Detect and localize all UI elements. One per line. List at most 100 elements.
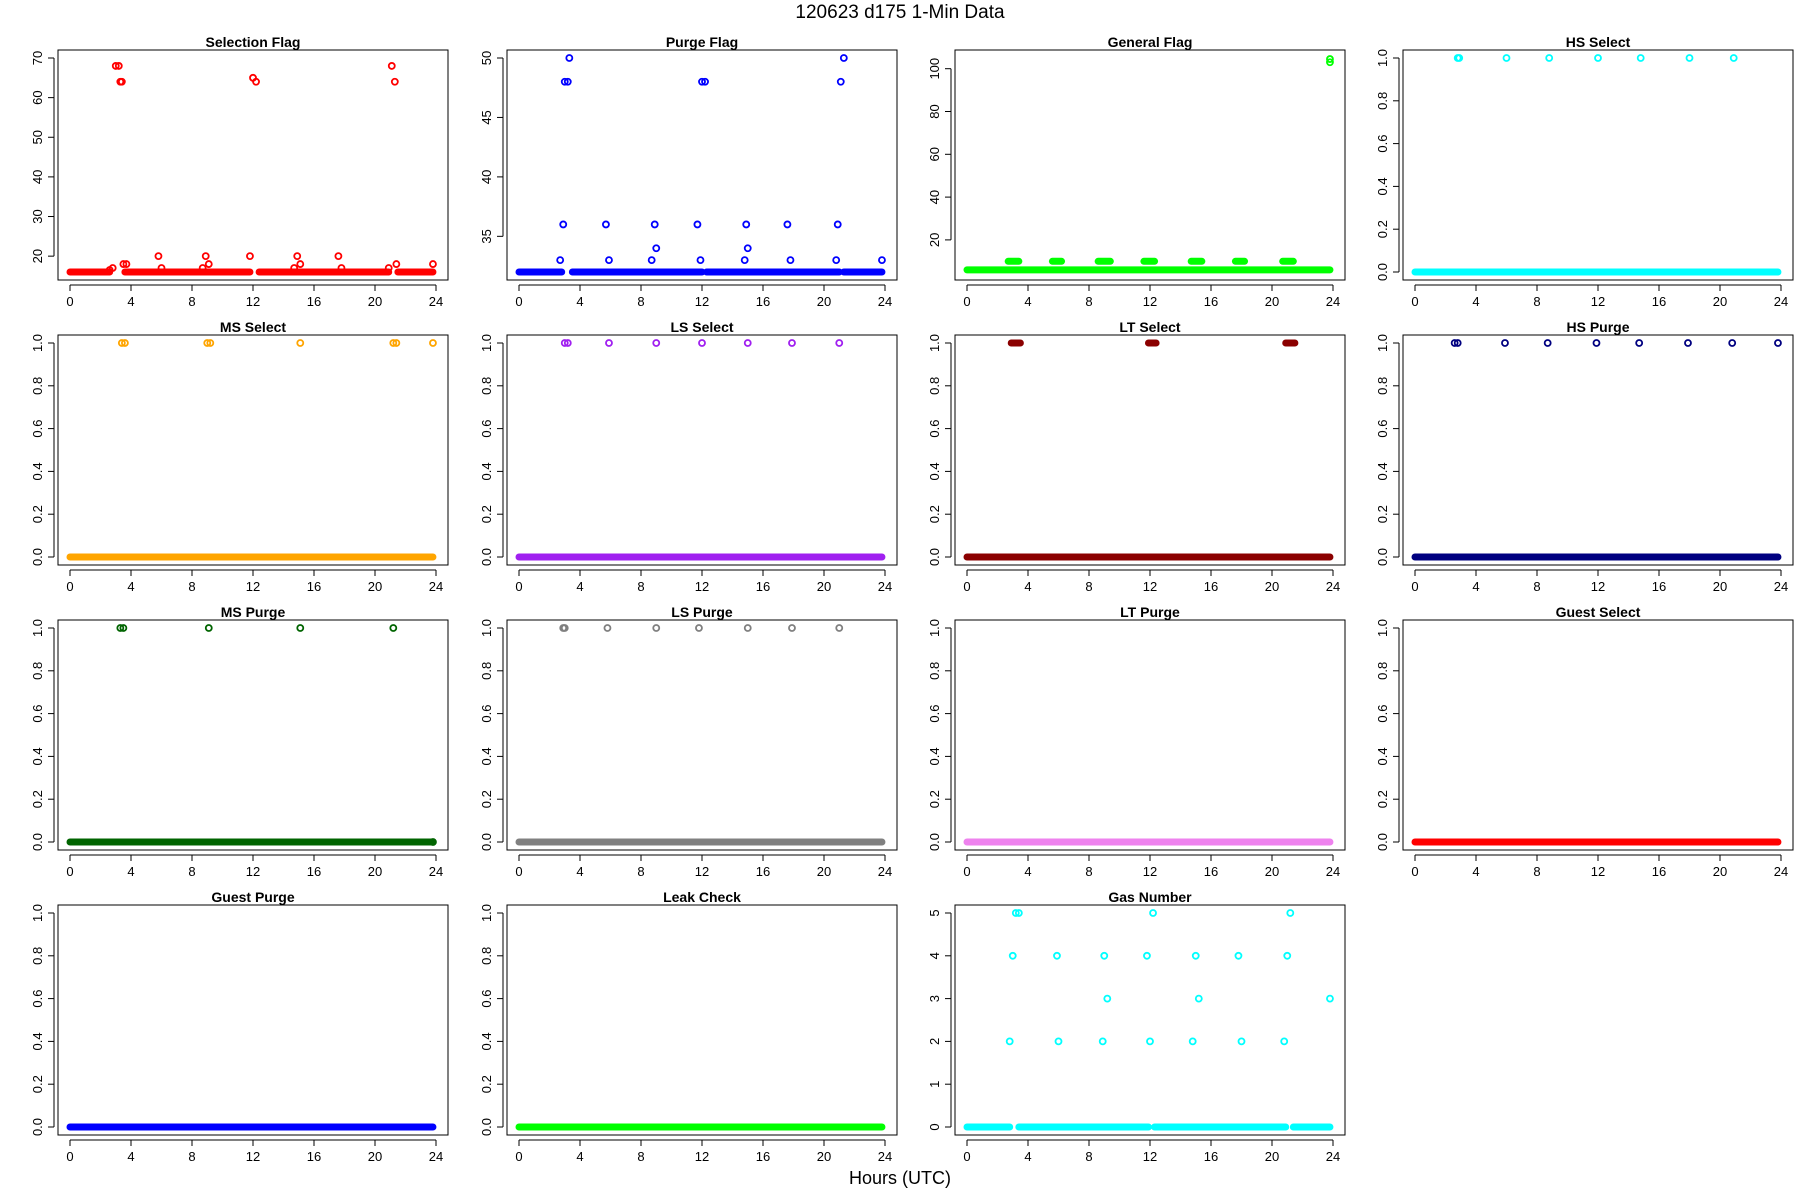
y-tick-label: 45 [479,110,494,124]
y-tick-label: 0.0 [30,1118,45,1136]
data-point [833,220,842,229]
x-tick-label: 16 [1204,1149,1218,1164]
x-tick-label: 24 [1774,864,1788,879]
data-series [1411,339,1782,561]
y-tick-label: 1.0 [1375,334,1390,352]
data-point [1146,1037,1154,1046]
y-tick-label: 0.6 [479,705,494,723]
x-tick-label: 12 [246,864,260,879]
data-point [1450,339,1459,347]
y-tick-label: 0.2 [30,790,45,808]
panel-ls-purge: LS Purge 0 4 8 12 16 20 24 0.0 0.2 0.4 0.6 0.8 1.0 [479,604,898,879]
x-tick-label: 24 [429,579,443,594]
y-tick-label: 100 [927,58,942,80]
data-point [252,77,260,86]
data-point [836,77,845,86]
panel-ms-select: MS Select 0 4 8 12 16 20 24 0.0 0.2 0.4 0.6 0.8 1.0 [30,319,449,594]
data-series [515,339,886,561]
x-tick-label: 4 [1024,864,1031,879]
y-tick-label: 1.0 [479,904,494,922]
data-point [296,624,305,632]
y-tick-label: 0.4 [1375,462,1390,480]
plot-frame [57,904,449,1136]
x-tick-label: 4 [576,1149,583,1164]
data-point [1008,951,1017,960]
y-tick-label: 0.0 [30,548,45,566]
y-tick-label: 0.6 [927,420,942,438]
x-tick-label: 4 [576,864,583,879]
plot-frame [1402,619,1794,851]
x-tick-label: 4 [1472,864,1479,879]
y-tick-label: 0.8 [1375,377,1390,395]
y-tick-label: 0.0 [1375,548,1390,566]
x-tick-label: 24 [429,294,443,309]
data-point [1194,994,1203,1003]
y-tick-label: 0.0 [479,548,494,566]
y-tick-label: 0.6 [479,420,494,438]
y-tick-label: 0.4 [479,1032,494,1050]
x-tick-label: 16 [1204,864,1218,879]
x-tick-label: 20 [1265,294,1279,309]
y-tick-label: 70 [30,51,45,65]
panel-lt-select: LT Select 0 4 8 12 16 20 24 0.0 0.2 0.4 0.6 0.8 1.0 [927,319,1346,594]
x-tick-label: 12 [695,294,709,309]
data-point [1502,54,1511,62]
data-point [740,256,749,265]
data-point [429,339,437,347]
y-tick-label: 1.0 [1375,619,1390,637]
x-axis: 0 4 8 12 16 20 24 [515,1139,892,1164]
y-axis: 0.0 0.2 0.4 0.6 0.8 1.0 [927,619,952,851]
data-point [832,256,841,265]
data-point [560,624,569,632]
plot-frame [506,904,898,1136]
panel-title: Guest Purge [211,889,294,905]
x-tick-label: 24 [1774,579,1788,594]
y-tick-label: 0.2 [479,790,494,808]
data-point [117,339,126,347]
x-tick-label: 4 [576,294,583,309]
plot-frame [57,619,449,851]
data-point [204,624,213,632]
panel-title: Selection Flag [206,34,301,50]
x-tick-label: 4 [1024,294,1031,309]
x-axis: 0 4 8 12 16 20 24 [66,569,443,594]
x-tick-label: 8 [188,579,195,594]
data-point [1098,1037,1107,1046]
y-tick-label: 0.8 [479,662,494,680]
x-tick-label: 4 [1024,1149,1031,1164]
data-point [1280,1037,1289,1046]
plot-frame [954,49,1346,281]
x-tick-label: 24 [1326,1149,1340,1164]
data-point [204,260,213,268]
y-tick-label: 0.8 [1375,92,1390,110]
y-axis: 0.0 0.2 0.4 0.6 0.8 1.0 [479,619,504,851]
y-tick-label: 0.4 [30,462,45,480]
x-tick-label: 8 [188,1149,195,1164]
data-point [698,77,706,86]
data-point [201,252,210,261]
x-tick-label: 0 [1411,579,1418,594]
data-point [1729,54,1738,62]
panel-title: HS Purge [1566,319,1629,335]
data-point [743,339,752,347]
y-tick-label: 3 [927,995,942,1002]
x-tick-label: 24 [1774,294,1788,309]
x-axis: 0 4 8 12 16 20 24 [515,569,892,594]
x-tick-label: 0 [963,294,970,309]
x-tick-label: 20 [1265,579,1279,594]
x-tick-label: 8 [1533,864,1540,879]
data-point [117,77,126,86]
y-tick-label: 0 [927,1123,942,1130]
x-tick-label: 16 [307,294,321,309]
panel-title: MS Select [220,319,286,335]
plot-frame [954,334,1346,566]
x-tick-label: 16 [756,579,770,594]
x-tick-label: 20 [368,579,382,594]
y-tick-label: 0.0 [1375,263,1390,281]
panel-purge-flag: Purge Flag 0 4 8 12 16 20 24 35 40 45 50 [479,34,898,309]
y-tick-label: 2 [927,1038,942,1045]
x-tick-label: 8 [637,579,644,594]
data-point [835,624,844,632]
data-point [1592,339,1601,347]
panel-leak-check: Leak Check 0 4 8 12 16 20 24 0.0 0.2 0.4 0.6 0.8 1.0 [479,889,898,1164]
